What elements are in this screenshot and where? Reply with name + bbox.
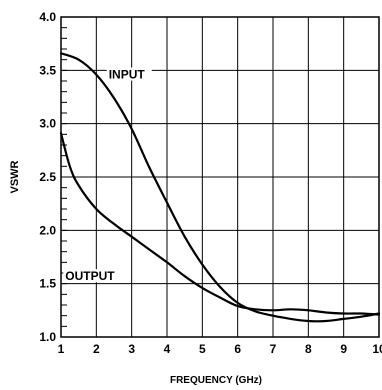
series-labels: INPUT OUTPUT xyxy=(63,67,152,283)
x-tick-label: 3 xyxy=(128,342,135,356)
plot-frame xyxy=(60,16,380,338)
x-tick-label: 2 xyxy=(93,342,100,356)
series-label-output: OUTPUT xyxy=(65,269,115,283)
y-tick-label: 2.0 xyxy=(39,223,56,237)
x-tick-label: 8 xyxy=(305,342,312,356)
y-tick-label: 1.5 xyxy=(39,277,56,291)
series-line-output xyxy=(59,132,381,316)
series-label-bg xyxy=(63,269,121,283)
y-tick-label: 2.5 xyxy=(39,170,56,184)
y-tick-label: 3.5 xyxy=(39,63,56,77)
x-tick-labels: 1 2 3 4 5 6 7 8 9 10 xyxy=(58,342,382,356)
x-tick-label: 9 xyxy=(340,342,347,356)
grid xyxy=(60,16,380,338)
x-axis-title: FREQUENCY (GHz) xyxy=(170,375,262,385)
x-tick-label: 4 xyxy=(164,342,171,356)
y-tick-label: 1.0 xyxy=(39,330,56,344)
y-tick-label: 4.0 xyxy=(39,10,56,24)
x-tick-label: 1 xyxy=(58,342,65,356)
y-tick-labels: 1.0 1.5 2.0 2.5 3.0 3.5 4.0 xyxy=(39,10,56,344)
x-tick-label: 7 xyxy=(270,342,277,356)
x-tick-label: 5 xyxy=(199,342,206,356)
series-label-input: INPUT xyxy=(109,68,146,82)
series-line-input xyxy=(59,52,381,323)
series-label-bg xyxy=(106,67,152,81)
x-tick-label: 10 xyxy=(372,342,382,356)
y-tick-label: 3.0 xyxy=(39,117,56,131)
series xyxy=(59,52,381,323)
y-axis-title: VSWR xyxy=(9,160,21,193)
x-tick-label: 6 xyxy=(234,342,241,356)
